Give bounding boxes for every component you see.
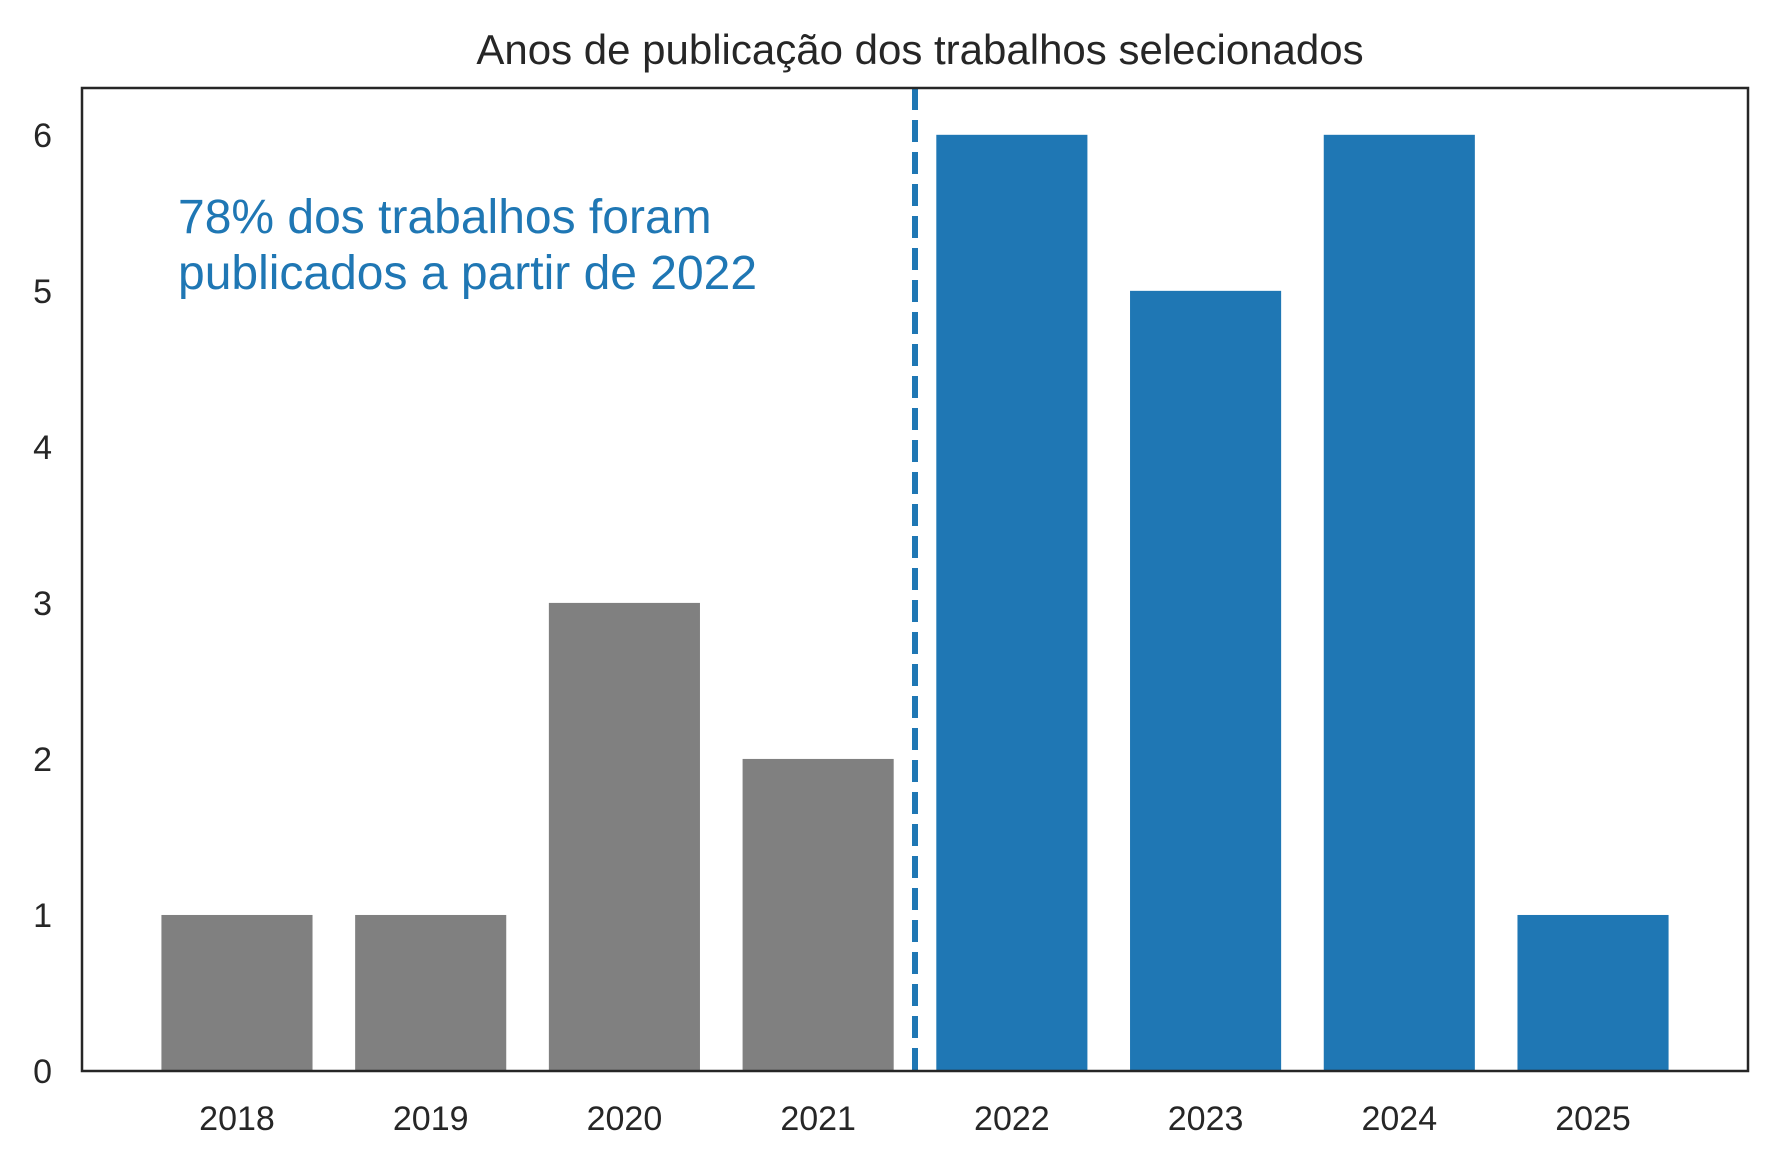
x-tick-label-2020: 2020 <box>587 1100 663 1138</box>
y-tick-label: 4 <box>33 429 52 467</box>
y-axis-ticks: 0 1 2 3 4 5 6 <box>33 117 52 1091</box>
y-tick-label: 6 <box>33 117 52 155</box>
x-tick-label-2022: 2022 <box>974 1100 1050 1138</box>
bar-2025 <box>1517 914 1669 1071</box>
x-tick-label-2025: 2025 <box>1555 1100 1631 1138</box>
annotation-line-1: 78% dos trabalhos foram <box>178 191 712 244</box>
bar-2018 <box>161 914 313 1071</box>
y-tick-label: 2 <box>33 741 52 779</box>
bars-layer <box>161 134 1669 1072</box>
bar-2023 <box>1130 290 1282 1071</box>
bar-2024 <box>1323 134 1475 1072</box>
bar-2022 <box>936 134 1088 1072</box>
x-axis-ticks: 2018 2019 2020 2021 2022 2023 2024 2025 <box>199 1100 1631 1138</box>
x-tick-label-2021: 2021 <box>780 1100 856 1138</box>
plot-frame <box>80 86 1750 1073</box>
bar-2019 <box>355 914 507 1071</box>
y-tick-label: 5 <box>33 273 52 311</box>
x-tick-label-2023: 2023 <box>1168 1100 1244 1138</box>
x-tick-label-2024: 2024 <box>1361 1100 1437 1138</box>
bar-2020 <box>548 602 700 1071</box>
bar-2021 <box>742 758 894 1071</box>
x-tick-label-2018: 2018 <box>199 1100 275 1138</box>
x-tick-label-2019: 2019 <box>393 1100 469 1138</box>
chart-title: Anos de publicação dos trabalhos selecio… <box>476 26 1363 73</box>
y-tick-label: 1 <box>33 897 52 935</box>
y-tick-label: 0 <box>33 1053 52 1091</box>
annotation-line-2: publicados a partir de 2022 <box>178 247 757 300</box>
annotation-text: 78% dos trabalhos foram publicados a part… <box>178 191 757 300</box>
y-tick-label: 3 <box>33 585 52 623</box>
